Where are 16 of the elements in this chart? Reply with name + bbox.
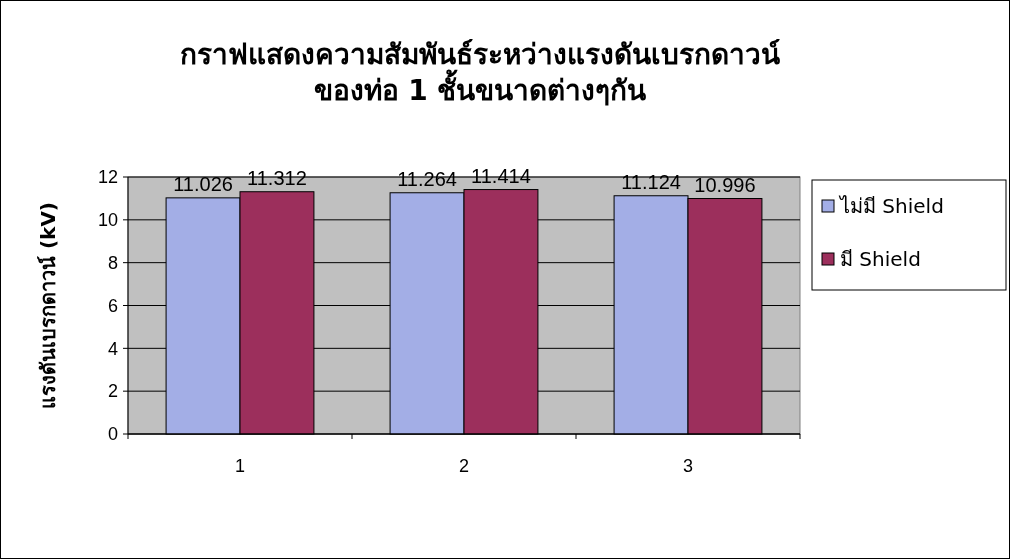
legend-label: มี Shield <box>840 247 921 271</box>
y-tick-label: 4 <box>107 338 118 359</box>
y-tick-label: 8 <box>107 252 118 273</box>
x-tick-label: 2 <box>458 456 470 476</box>
x-tick-label: 3 <box>682 456 694 476</box>
x-tick-label: 1 <box>234 456 246 476</box>
y-tick-label: 10 <box>97 210 118 231</box>
data-label: 11.026 <box>173 172 233 195</box>
y-tick-label: 2 <box>107 381 118 402</box>
data-label: 10.996 <box>694 173 756 196</box>
legend-label: ไม่มี Shield <box>838 194 944 218</box>
y-axis-title: แรงดันเบรกดาวน์ (kV) <box>36 201 60 410</box>
y-tick-label: 12 <box>97 167 118 188</box>
y-tick-label: 0 <box>107 424 118 445</box>
y-tick-label: 6 <box>107 295 118 316</box>
chart-title: กราฟแสดงความสัมพันธ์ระหว่างแรงดันเบรกดาวน์ ของท่อ 1 ชั้นขนาดต่างๆกัน <box>180 38 780 107</box>
